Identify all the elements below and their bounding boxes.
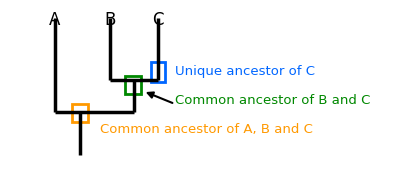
Text: A: A [49,11,60,29]
Bar [72,104,88,122]
Text: Common ancestor of A, B and C: Common ancestor of A, B and C [100,123,313,136]
Bar [151,62,165,82]
Text: Common ancestor of B and C: Common ancestor of B and C [175,93,370,107]
Text: Unique ancestor of C: Unique ancestor of C [175,66,315,78]
Text: C: C [152,11,164,29]
Text: B: B [104,11,116,29]
Bar [125,76,141,94]
